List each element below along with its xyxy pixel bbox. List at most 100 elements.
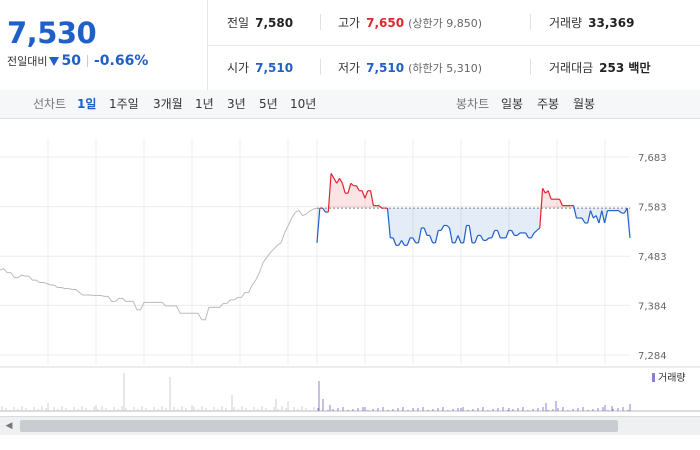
y-tick-label: 7,483	[638, 252, 667, 263]
open-label: 시가	[227, 61, 250, 75]
change-fill	[325, 208, 329, 213]
change-fill	[531, 208, 535, 238]
price-line-segment	[392, 237, 397, 246]
change-fill	[494, 208, 498, 231]
change-fill	[390, 208, 394, 238]
change-fill	[486, 208, 490, 241]
change-fill	[362, 190, 365, 209]
scroll-thumb[interactable]	[20, 420, 618, 432]
change-fill	[364, 190, 368, 209]
price-chart: 7,683 7,583 7,483 7,384 7,284 거래량	[0, 139, 700, 412]
change-fill	[567, 205, 571, 209]
candle-week[interactable]: 주봉	[537, 97, 560, 111]
range-1d[interactable]: 1일	[77, 97, 97, 111]
range-1y[interactable]: 1년	[195, 97, 214, 111]
line-chart-label: 선차트	[33, 97, 67, 111]
change-fill	[463, 208, 467, 243]
change-fill	[452, 208, 456, 243]
lower-limit: (하한가 5,310)	[408, 61, 482, 75]
change-fill	[480, 208, 484, 241]
range-3m[interactable]: 3개월	[153, 97, 183, 111]
change-fill	[345, 193, 349, 209]
price-line-segment	[406, 237, 411, 246]
change-fill	[534, 208, 537, 233]
range-1w[interactable]: 1주일	[109, 97, 139, 111]
change-fill	[401, 208, 405, 246]
chart-toolbar: 선차트 1일 1주일 3개월 1년 3년 5년 10년 봉차트 일봉 주봉 월봉	[0, 90, 700, 119]
price-line-segment	[626, 208, 631, 238]
price-line-segment	[398, 240, 403, 246]
change-fill	[398, 208, 402, 246]
change-fill	[503, 208, 506, 238]
price-line-segment	[547, 190, 552, 200]
down-triangle-icon	[49, 56, 60, 66]
change-fill	[339, 178, 343, 209]
range-5y[interactable]: 5년	[259, 97, 278, 111]
change-fill	[615, 208, 619, 211]
change-label: 전일대비	[7, 55, 48, 68]
change-fill	[393, 208, 396, 246]
divider	[320, 14, 321, 30]
price-line-segment	[347, 183, 352, 194]
price-line-segment	[573, 205, 578, 219]
change-fill	[395, 208, 399, 246]
change-fill	[491, 208, 495, 238]
change-fill	[359, 190, 363, 209]
change-fill	[317, 208, 320, 243]
range-3y[interactable]: 3년	[227, 97, 246, 111]
price-line-segment	[533, 229, 538, 234]
chart-grid	[0, 139, 630, 365]
change-fill	[562, 205, 566, 209]
change-fill	[350, 183, 354, 209]
price-line-segment	[333, 178, 338, 184]
change-fill	[449, 208, 453, 243]
scroll-left-icon[interactable]: ◀	[5, 421, 13, 431]
change-fill	[548, 190, 552, 209]
change-fill	[446, 208, 450, 228]
amount-label: 거래대금	[549, 61, 594, 75]
change-fill	[613, 208, 616, 211]
change-fill	[551, 199, 554, 209]
change-fill	[525, 208, 529, 238]
price-line-segment	[457, 235, 462, 244]
upper-limit: (상한가 9,850)	[408, 16, 482, 30]
divider	[530, 59, 531, 75]
price-line-segment	[463, 225, 468, 243]
price-line-segment	[468, 225, 473, 243]
current-price-panel: 7,530 전일대비 50 -0.66%	[0, 0, 208, 90]
candle-day[interactable]: 일봉	[501, 97, 524, 111]
price-line-segment	[417, 227, 422, 243]
price-line-segment	[480, 235, 484, 241]
price-line-segment	[511, 230, 515, 236]
info-row: 시가 7,510 저가 7,510 (하한가 5,310) 거래대금 253 백…	[208, 45, 700, 90]
change-fill	[596, 208, 599, 223]
change-fill	[336, 178, 340, 209]
change-amount: 50	[61, 53, 81, 69]
open-value: 7,510	[255, 60, 294, 75]
change-fill	[483, 208, 487, 241]
change-fill	[333, 178, 337, 209]
change-fill	[576, 208, 580, 219]
chart-scrollbar[interactable]: ◀	[0, 416, 700, 435]
chart-lines	[0, 173, 631, 321]
price-line-segment	[369, 190, 374, 206]
price-line-segment	[355, 185, 360, 192]
price-line-segment	[525, 232, 530, 239]
change-percent: -0.66%	[93, 53, 149, 69]
range-10y[interactable]: 10년	[290, 97, 317, 111]
change-fill	[624, 208, 628, 214]
y-tick-label: 7,583	[638, 203, 667, 214]
price-line-segment	[327, 173, 332, 213]
change-fill	[435, 208, 439, 243]
candle-month[interactable]: 월봉	[573, 97, 596, 111]
volume-value: 33,369	[588, 15, 635, 30]
price-change: 전일대비 50 -0.66%	[7, 53, 148, 69]
divider	[86, 55, 88, 67]
prev-close-label: 전일	[227, 16, 250, 30]
amount-value: 253 백만	[599, 61, 651, 75]
price-line-segment	[542, 187, 546, 194]
change-fill	[415, 208, 419, 243]
change-fill	[472, 208, 475, 243]
change-fill	[542, 188, 546, 209]
change-fill	[356, 185, 360, 209]
